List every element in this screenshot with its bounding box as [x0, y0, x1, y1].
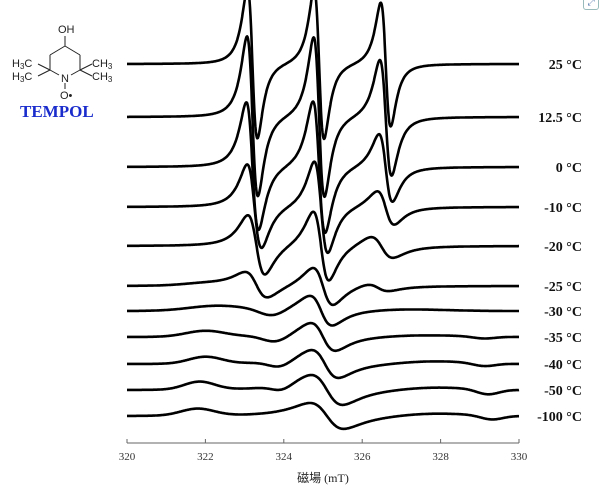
x-axis-label: 磁場 (mT) — [297, 470, 349, 485]
spectrum-trace — [126, 35, 520, 199]
temperature-label: -40 °C — [544, 358, 582, 373]
h3c-top-label: H3C — [12, 58, 32, 71]
spectrum-trace — [126, 294, 520, 327]
spectrum-trace — [126, 266, 520, 307]
ch3-top-label: CH3 — [92, 58, 113, 71]
x-tick-label: 330 — [511, 451, 528, 463]
x-tick-label: 326 — [354, 451, 371, 463]
spectrum-trace — [126, 373, 520, 407]
oh-label: OH — [58, 24, 75, 36]
temperature-label: 25 °C — [549, 58, 582, 73]
spectrum-trace — [126, 160, 520, 255]
n-label: N — [61, 73, 69, 85]
x-tick-label: 328 — [432, 451, 449, 463]
spectrum-trace — [126, 401, 520, 431]
temperature-labels: 25 °C 12.5 °C 0 °C -10 °C -20 °C -25 °C -30 °C… — [537, 58, 582, 425]
o-radical-label: O• — [60, 90, 73, 102]
ch3-bottom-label: CH3 — [92, 71, 113, 84]
temperature-label: -20 °C — [544, 240, 582, 255]
temperature-label: -100 °C — [537, 410, 582, 425]
x-tick-label: 324 — [276, 451, 293, 463]
spectrum-trace — [126, 100, 520, 235]
spectra — [126, 0, 520, 431]
spectrum-trace — [126, 210, 520, 282]
temperature-label: -50 °C — [544, 384, 582, 399]
tempol-name: TEMPOL — [20, 102, 94, 121]
spectrum-trace — [126, 321, 520, 353]
x-tick-label: 322 — [197, 451, 214, 463]
expand-icon[interactable]: ⤢ — [583, 0, 599, 10]
spectrum-trace — [126, 348, 520, 380]
temperature-label: 0 °C — [556, 161, 582, 176]
x-tick-label: 320 — [119, 451, 136, 463]
temperature-label: 12.5 °C — [538, 111, 582, 126]
x-axis: 320 322 324 326 328 330 — [119, 439, 528, 463]
temperature-label: -25 °C — [544, 280, 582, 295]
temperature-label: -35 °C — [544, 331, 582, 346]
tempol-structure — [37, 36, 93, 89]
h3c-bottom-label: H3C — [12, 71, 32, 84]
temperature-label: -30 °C — [544, 305, 582, 320]
spectrum-trace — [126, 0, 520, 141]
temperature-label: -10 °C — [544, 201, 582, 216]
